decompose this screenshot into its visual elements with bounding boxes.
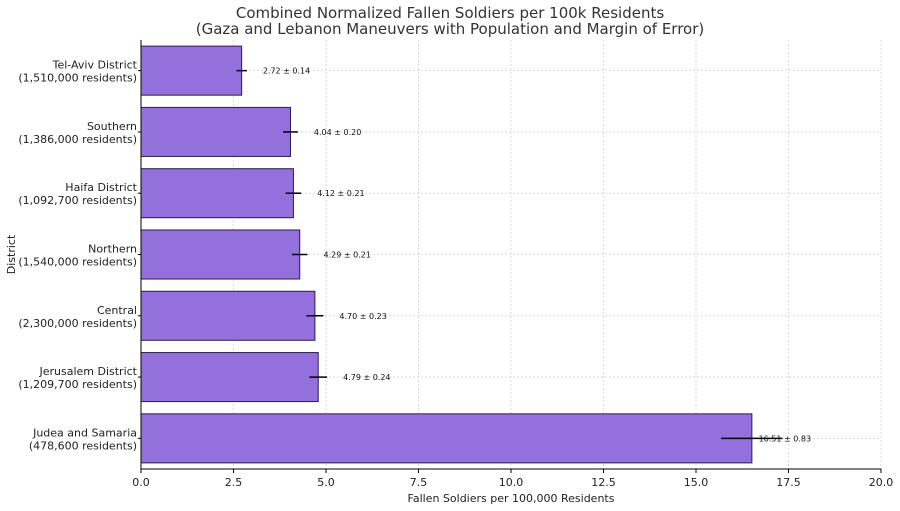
bar bbox=[140, 352, 319, 403]
x-tick-label: 5.0 bbox=[317, 476, 335, 489]
y-axis-label: District bbox=[5, 234, 18, 274]
bar bbox=[140, 229, 301, 280]
data-label: 4.04 ± 0.20 bbox=[314, 128, 361, 137]
x-axis-label: Fallen Soldiers per 100,000 Residents bbox=[408, 492, 615, 505]
category-label: Central bbox=[97, 304, 137, 317]
category-sublabel: (1,510,000 residents) bbox=[18, 72, 137, 85]
data-label: 16.51 ± 0.83 bbox=[759, 434, 812, 443]
bar bbox=[140, 413, 753, 464]
category-label: Haifa District bbox=[65, 181, 137, 194]
category-label: Tel-Aviv District bbox=[52, 59, 138, 72]
category-sublabel: (1,386,000 residents) bbox=[18, 133, 137, 146]
category-sublabel: (2,300,000 residents) bbox=[18, 317, 137, 330]
chart-subtitle: (Gaza and Lebanon Maneuvers with Populat… bbox=[195, 20, 705, 38]
data-label: 4.79 ± 0.24 bbox=[343, 373, 390, 382]
data-label: 2.72 ± 0.14 bbox=[263, 67, 310, 76]
chart-title: Combined Normalized Fallen Soldiers per … bbox=[235, 4, 665, 22]
category-sublabel: (478,600 residents) bbox=[29, 439, 137, 452]
x-tick-label: 10.0 bbox=[499, 476, 524, 489]
category-sublabel: (1,092,700 residents) bbox=[18, 194, 137, 207]
bar bbox=[140, 45, 243, 96]
category-sublabel: (1,209,700 residents) bbox=[18, 378, 137, 391]
x-tick-label: 7.5 bbox=[410, 476, 428, 489]
data-label: 4.12 ± 0.21 bbox=[317, 189, 364, 198]
data-label: 4.29 ± 0.21 bbox=[324, 251, 371, 260]
bar bbox=[140, 106, 291, 157]
x-tick-label: 20.0 bbox=[869, 476, 894, 489]
x-tick-label: 17.5 bbox=[776, 476, 801, 489]
category-label: Southern bbox=[87, 120, 137, 133]
x-tick-label: 0.0 bbox=[132, 476, 150, 489]
category-label: Jerusalem District bbox=[38, 365, 137, 378]
category-sublabel: (1,540,000 residents) bbox=[18, 256, 137, 269]
category-label: Northern bbox=[88, 243, 137, 256]
x-tick-label: 15.0 bbox=[684, 476, 709, 489]
bar bbox=[140, 290, 316, 341]
data-label: 4.70 ± 0.23 bbox=[339, 312, 386, 321]
category-label: Judea and Samaria bbox=[32, 426, 137, 439]
bar bbox=[140, 168, 294, 219]
x-tick-label: 2.5 bbox=[225, 476, 243, 489]
x-tick-label: 12.5 bbox=[591, 476, 616, 489]
